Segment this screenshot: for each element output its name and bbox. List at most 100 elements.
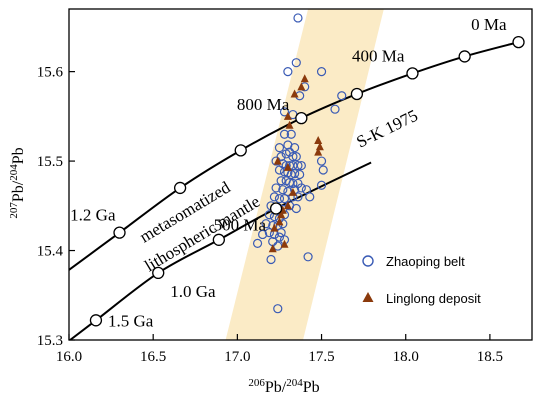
zhaoping-point bbox=[291, 203, 301, 214]
curve-node bbox=[458, 50, 471, 63]
linglong-point bbox=[314, 136, 323, 145]
zhaoping-point bbox=[293, 160, 303, 171]
linglong-point bbox=[280, 239, 289, 248]
data-points bbox=[252, 13, 347, 314]
zhaoping-point bbox=[252, 238, 263, 248]
x-tick-label: 17.0 bbox=[224, 349, 250, 365]
zhaoping-point bbox=[279, 129, 290, 139]
zhaoping-point bbox=[291, 58, 301, 68]
zhaoping-point bbox=[276, 228, 286, 238]
growth-curve-1 bbox=[69, 41, 519, 272]
curve-node bbox=[212, 233, 225, 246]
zhaoping-point bbox=[264, 228, 274, 238]
linglong-point bbox=[273, 156, 282, 165]
curve-age-label: 400 Ma bbox=[352, 46, 405, 65]
linglong-point bbox=[277, 210, 286, 219]
linglong-point bbox=[285, 120, 294, 129]
curve-age-label: 1.2 Ga bbox=[70, 206, 116, 225]
legend-circle-marker bbox=[362, 255, 374, 267]
x-tick-label: 18.5 bbox=[477, 349, 503, 365]
curve-age-label: 0 Ma bbox=[471, 15, 507, 34]
data-band bbox=[225, 9, 384, 340]
curve-node bbox=[269, 202, 283, 215]
zhaoping-point bbox=[288, 152, 298, 162]
zhaoping-point bbox=[274, 165, 285, 175]
legend-label-zhaoping: Zhaoping belt bbox=[386, 254, 465, 269]
zhaoping-point bbox=[258, 229, 268, 240]
curve-node bbox=[295, 111, 308, 125]
linglong-point bbox=[314, 147, 323, 156]
zhaoping-point bbox=[266, 254, 276, 265]
y-tick-label: 15.5 bbox=[37, 154, 63, 170]
zhaoping-point bbox=[296, 160, 306, 171]
curve-node bbox=[512, 35, 525, 49]
zhaoping-point bbox=[316, 156, 327, 166]
curve-age-label: 800 Ma bbox=[237, 95, 290, 114]
zhaoping-point bbox=[305, 192, 315, 202]
curve-age-label: 1.0 Ga bbox=[170, 282, 216, 301]
y-axis-title: 207Pb/204Pb bbox=[8, 147, 27, 218]
zhaoping-point bbox=[279, 107, 290, 117]
legend-label-linglong: Linglong deposit bbox=[386, 291, 481, 306]
zhaoping-point bbox=[279, 194, 290, 204]
zhaoping-point bbox=[274, 143, 285, 153]
x-tick-label: 18.0 bbox=[393, 349, 419, 365]
zhaoping-point bbox=[269, 192, 280, 202]
x-axis-title: 206Pb/204Pb bbox=[248, 377, 319, 396]
linglong-point bbox=[288, 187, 297, 196]
zhaoping-point bbox=[286, 129, 296, 139]
curve-nodes bbox=[89, 35, 525, 327]
linglong-point bbox=[300, 74, 309, 83]
linglong-point bbox=[268, 244, 277, 253]
zhaoping-point bbox=[271, 183, 281, 193]
linglong-point bbox=[283, 201, 292, 210]
zhaoping-point bbox=[278, 185, 288, 195]
zhaoping-point bbox=[291, 152, 301, 162]
curve-age-label: 500 Ma bbox=[214, 215, 267, 234]
curve-node bbox=[350, 87, 364, 101]
annotation-s-k-1975: S-K 1975 bbox=[353, 106, 420, 152]
linglong-point bbox=[270, 223, 279, 232]
curve-age-label: 1.5 Ga bbox=[108, 311, 154, 330]
zhaoping-point bbox=[274, 194, 285, 204]
curve-node bbox=[406, 67, 419, 80]
curve-node bbox=[173, 181, 187, 195]
plot-area bbox=[225, 9, 384, 340]
zhaoping-point bbox=[318, 165, 328, 175]
y-tick-label: 15.6 bbox=[37, 65, 64, 81]
zhaoping-point bbox=[274, 232, 285, 242]
y-tick-label: 15.4 bbox=[37, 244, 64, 260]
zhaoping-point bbox=[295, 169, 305, 180]
curve-node bbox=[113, 226, 126, 239]
zhaoping-point bbox=[296, 183, 306, 193]
x-tick-label: 16.0 bbox=[56, 349, 82, 365]
zhaoping-point bbox=[330, 104, 340, 114]
linglong-point bbox=[275, 217, 284, 226]
plot-frame bbox=[68, 8, 533, 341]
zhaoping-point bbox=[290, 169, 300, 179]
zhaoping-point bbox=[337, 91, 347, 101]
curve-node bbox=[89, 314, 103, 327]
x-tick-label: 16.5 bbox=[140, 349, 166, 365]
zhaoping-point bbox=[261, 219, 271, 229]
zhaoping-point bbox=[283, 67, 293, 77]
linglong-point bbox=[315, 142, 324, 151]
linglong-point bbox=[290, 89, 299, 98]
zhaoping-point bbox=[316, 180, 327, 190]
zhaoping-point bbox=[273, 304, 283, 314]
curve-node bbox=[152, 266, 165, 280]
zhaoping-point bbox=[293, 192, 303, 202]
linglong-point bbox=[283, 111, 292, 120]
zhaoping-point bbox=[293, 13, 303, 23]
linglong-point bbox=[283, 162, 292, 171]
zhaoping-point bbox=[288, 178, 298, 189]
linglong-point bbox=[297, 82, 306, 91]
legend-triangle-marker bbox=[362, 292, 374, 302]
curve-node bbox=[234, 144, 247, 157]
zhaoping-point bbox=[303, 252, 313, 262]
zhaoping-point bbox=[276, 176, 286, 186]
zhaoping-point bbox=[316, 67, 327, 77]
x-tick-label: 17.5 bbox=[308, 349, 334, 365]
